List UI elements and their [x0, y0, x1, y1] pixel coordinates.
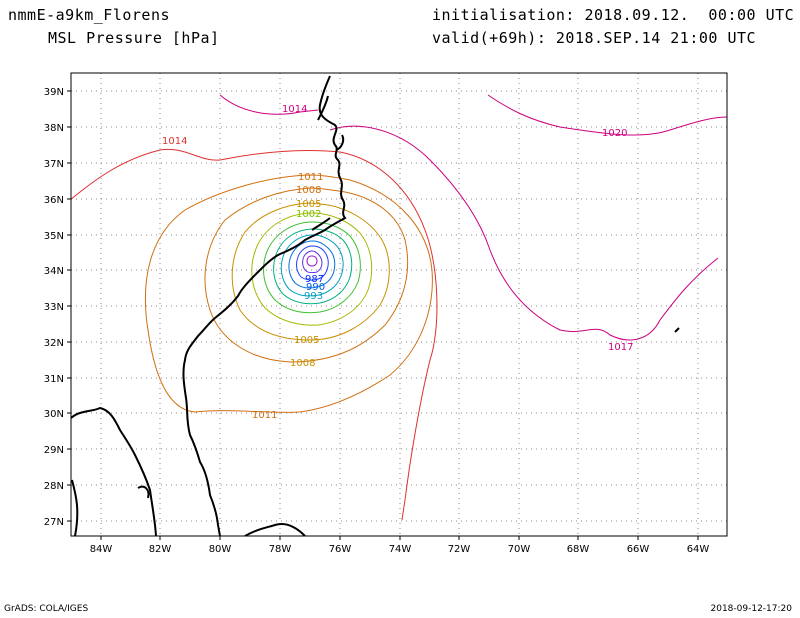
- isobar-996: [273, 228, 353, 305]
- contour-label: 1020: [602, 128, 627, 139]
- isobar-993: [280, 234, 344, 297]
- isobar-981: [306, 255, 318, 267]
- lat-label: 36N: [44, 195, 64, 206]
- field-title: MSL Pressure [hPa]: [48, 29, 220, 47]
- isobar-999: [263, 221, 361, 314]
- lon-label: 82W: [149, 544, 172, 555]
- isobar-987: [296, 245, 329, 281]
- lon-label: 70W: [508, 544, 531, 555]
- lon-label: 74W: [389, 544, 412, 555]
- lat-label: 38N: [44, 123, 64, 134]
- lat-label: 37N: [44, 159, 64, 170]
- coastline: [71, 75, 680, 536]
- contour-label: 993: [304, 291, 323, 302]
- lon-label: 72W: [448, 544, 471, 555]
- lon-label: 66W: [627, 544, 650, 555]
- contour-label: 1005: [294, 335, 319, 346]
- lon-label: 68W: [567, 544, 590, 555]
- isobar-1011: [144, 174, 433, 413]
- lon-label: 76W: [329, 544, 352, 555]
- contour-label: 1014: [162, 136, 187, 147]
- isobar-984: [302, 250, 323, 274]
- lat-label: 32N: [44, 338, 64, 349]
- contour-label: 990: [306, 282, 325, 293]
- lat-label: 30N: [44, 409, 64, 420]
- lon-label: 80W: [209, 544, 232, 555]
- init-time: initialisation: 2018.09.12. 00:00 UTC: [432, 6, 795, 24]
- lon-label: 64W: [687, 544, 710, 555]
- isobar-1020-magenta: [487, 94, 727, 136]
- lat-label: 28N: [44, 481, 64, 492]
- lat-label: 33N: [44, 302, 64, 313]
- contour-label: 1002: [296, 209, 321, 220]
- software-credit: GrADS: COLA/IGES: [4, 604, 89, 614]
- contour-label: 1011: [252, 410, 277, 421]
- valid-time: valid(+69h): 2018.SEP.14 21:00 UTC: [432, 29, 757, 47]
- graticule: [71, 73, 727, 536]
- lat-label: 34N: [44, 266, 64, 277]
- lat-label: 27N: [44, 517, 64, 528]
- contour-label: 987: [305, 274, 324, 285]
- isobar-1008: [204, 187, 409, 363]
- isobar-1014-red: [71, 148, 438, 521]
- model-title: nmmE-a9km_Florens: [8, 6, 171, 24]
- lat-label: 29N: [44, 445, 64, 456]
- lon-label: 84W: [90, 544, 113, 555]
- contour-label: 1014: [282, 104, 307, 115]
- contour-label: 1008: [290, 358, 315, 369]
- lat-label: 35N: [44, 231, 64, 242]
- isobar-1005: [231, 202, 390, 341]
- contour-label: 1017: [608, 342, 633, 353]
- lat-label: 39N: [44, 87, 64, 98]
- contour-label: 1008: [296, 185, 321, 196]
- isobar-990: [288, 240, 336, 289]
- isobar-1014-magenta: [219, 94, 319, 115]
- isobar-1017-magenta: [329, 125, 719, 341]
- lon-label: 78W: [269, 544, 292, 555]
- creation-timestamp: 2018-09-12-17:20: [710, 604, 793, 614]
- contour-label: 1005: [296, 199, 321, 210]
- contour-label: 1011: [298, 172, 323, 183]
- isobar-1002: [251, 212, 373, 326]
- lat-label: 31N: [44, 374, 64, 385]
- map-frame: [70, 72, 728, 537]
